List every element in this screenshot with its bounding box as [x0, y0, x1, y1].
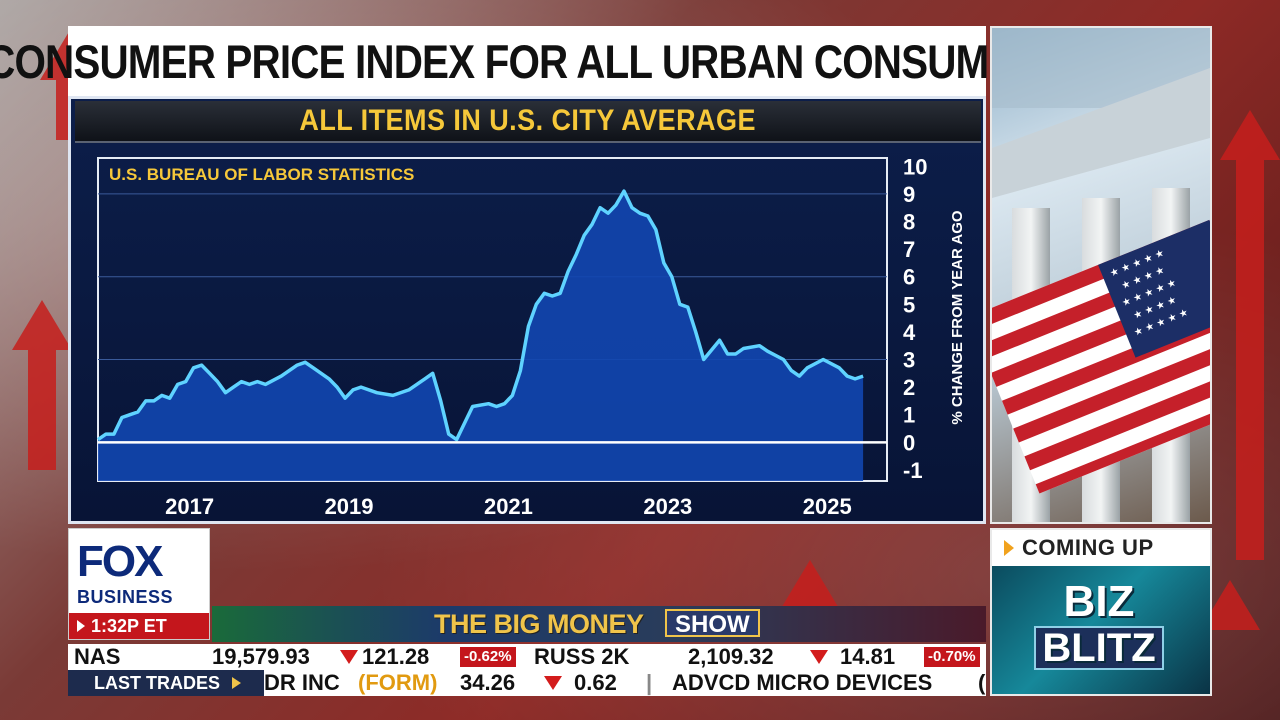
trade-symbol-1: (FORM): [358, 670, 438, 695]
y-tick-label: 6: [903, 265, 915, 290]
show-name-bar: THE BIG MONEY SHOW: [212, 606, 986, 642]
y-tick-label: 10: [903, 154, 927, 179]
trade-bracket: (: [978, 670, 986, 695]
y-tick-label: 0: [903, 430, 915, 455]
trade-price-1: 34.26: [460, 670, 516, 695]
chart-source-label: U.S. BUREAU OF LABOR STATISTICS: [109, 165, 414, 184]
x-tick-label: 2025: [803, 494, 852, 519]
decorative-arrow-stem: [28, 350, 56, 470]
last-trades-ticker: LAST TRADES DR INC (FORM) 34.26 0.62 | A…: [68, 670, 986, 696]
x-tick-label: 2023: [643, 494, 692, 519]
trade-change-1: 0.62: [574, 670, 617, 695]
nas-percent: -0.62%: [460, 647, 516, 667]
chart-subtitle-bar: ALL ITEMS IN U.S. CITY AVERAGE: [75, 101, 981, 143]
y-axis-ticks: 10 98 7 65 4 32 10 -1: [903, 154, 927, 483]
russ-change: 14.81: [840, 644, 896, 669]
play-triangle-icon: [1004, 540, 1014, 556]
nas-symbol: NAS: [74, 644, 121, 669]
x-tick-label: 2021: [484, 494, 533, 519]
market-ticker: NAS 19,579.93 121.28 -0.62% RUSS 2K 2,10…: [68, 644, 986, 670]
decorative-arrow: [1220, 110, 1280, 160]
show-name: THE BIG MONEY: [434, 609, 644, 639]
y-axis-label: % CHANGE FROM YEAR AGO: [949, 210, 966, 425]
down-arrow-icon: [340, 650, 358, 664]
last-trades-label-box: LAST TRADES: [68, 670, 264, 696]
biz-blitz-line1: BIZ: [1063, 577, 1135, 626]
logo-sub: BUSINESS: [77, 587, 174, 607]
time-label: 1:32P ET: [91, 615, 167, 636]
flag-photo-illustration: ★ ★ ★ ★ ★ ★ ★ ★ ★ ★ ★ ★ ★ ★ ★ ★ ★ ★ ★ ★ …: [992, 28, 1210, 522]
coming-up-panel: COMING UP BIZ BLITZ: [990, 528, 1212, 696]
y-tick-label: 5: [903, 292, 915, 317]
russ-percent: -0.70%: [924, 647, 980, 667]
biz-blitz-line2: BLITZ: [1034, 626, 1164, 670]
x-axis-ticks: 2017 2019 2021 2023 2025: [165, 494, 852, 519]
time-badge: 1:32P ET: [69, 613, 209, 639]
cpi-chart: U.S. BUREAU OF LABOR STATISTICS 10 98 7 65 4…: [97, 154, 966, 519]
nas-value: 19,579.93: [212, 644, 310, 669]
chart-panel: ALL ITEMS IN U.S. CITY AVERAGE U.S. BURE…: [68, 96, 986, 524]
show-badge: SHOW: [665, 609, 760, 638]
trade-company-1: DR INC: [264, 670, 340, 695]
y-tick-label: 1: [903, 403, 915, 428]
graphic-title: CONSUMER PRICE INDEX FOR ALL URBAN CONSU…: [0, 34, 1069, 88]
chart-subtitle: ALL ITEMS IN U.S. CITY AVERAGE: [299, 104, 757, 137]
nas-change: 121.28: [362, 644, 430, 669]
x-tick-label: 2017: [165, 494, 214, 519]
y-tick-label: 2: [903, 375, 915, 400]
y-tick-label: 4: [903, 320, 916, 345]
decorative-arrow: [12, 300, 72, 350]
cpi-area-fill: [98, 191, 864, 481]
russ-value: 2,109.32: [688, 644, 774, 669]
down-arrow-icon: [810, 650, 828, 664]
y-tick-label: 8: [903, 209, 915, 234]
last-trades-label: LAST TRADES: [94, 672, 220, 693]
x-tick-label: 2019: [325, 494, 374, 519]
y-tick-label: 7: [903, 237, 915, 262]
trade-company-2: ADVCD MICRO DEVICES: [672, 670, 933, 695]
y-tick-label: 3: [903, 348, 915, 373]
logo-brand: FOX: [77, 537, 163, 586]
flag-photo: ★ ★ ★ ★ ★ ★ ★ ★ ★ ★ ★ ★ ★ ★ ★ ★ ★ ★ ★ ★ …: [990, 26, 1212, 524]
russ-symbol: RUSS 2K: [534, 644, 630, 669]
play-triangle-icon: [77, 620, 85, 632]
coming-up-header: COMING UP: [992, 530, 1210, 566]
decorative-arrow-stem: [1236, 160, 1264, 560]
biz-blitz-card: BIZ BLITZ: [992, 566, 1210, 694]
y-tick-label: 9: [903, 182, 915, 207]
cpi-line: [97, 189, 864, 442]
play-triangle-icon: [232, 677, 241, 689]
network-logo: FOX BUSINESS 1:32P ET: [68, 528, 210, 640]
down-arrow-icon: [544, 676, 562, 690]
graphic-title-bar: CONSUMER PRICE INDEX FOR ALL URBAN CONSU…: [0, 26, 1069, 96]
trade-separator: |: [646, 670, 653, 695]
decorative-arrow: [780, 560, 840, 610]
coming-up-label: COMING UP: [1022, 535, 1154, 560]
cpi-graphic: CONSUMER PRICE INDEX FOR ALL URBAN CONSU…: [0, 26, 1069, 524]
y-tick-label: -1: [903, 458, 923, 483]
